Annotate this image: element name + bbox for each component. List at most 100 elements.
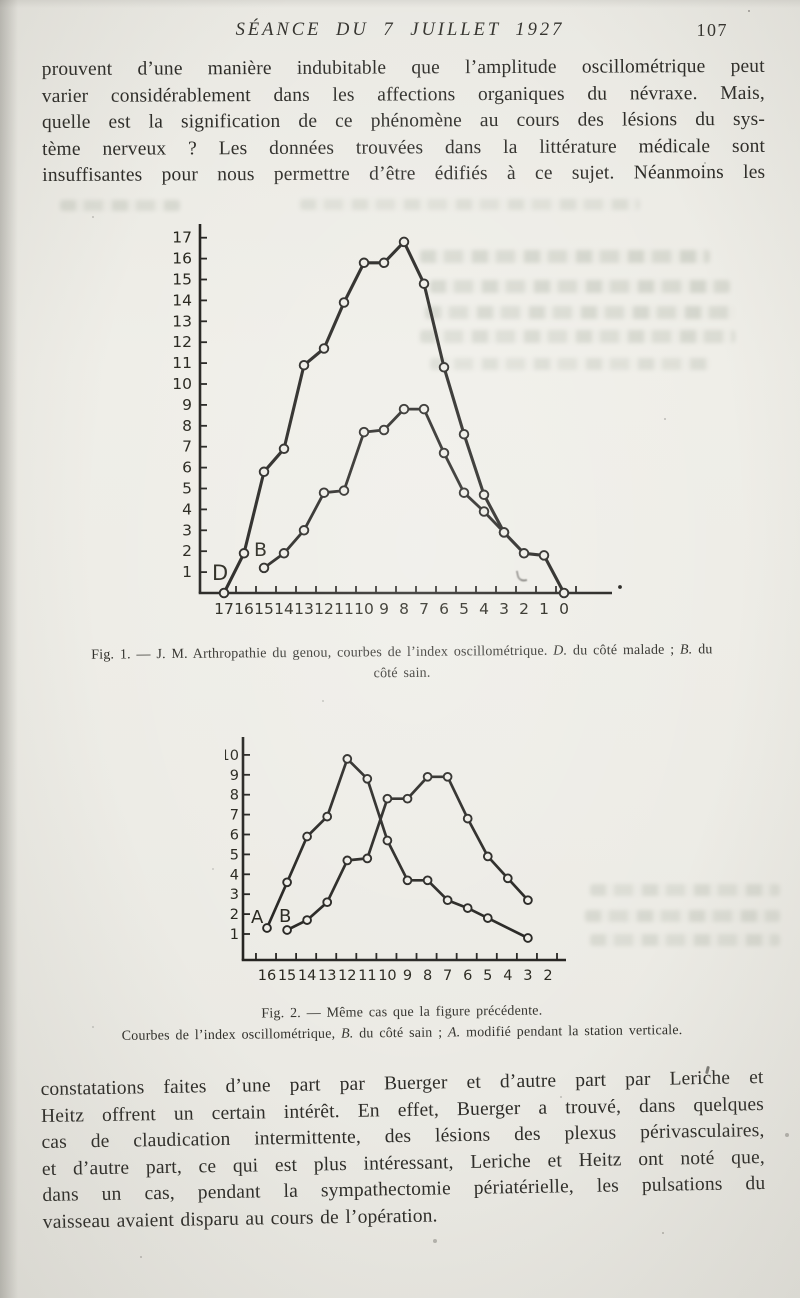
svg-text:B: B (254, 539, 267, 561)
svg-text:10: 10 (354, 600, 374, 618)
fig2-caption: Fig. 2. — Même cas que la figure précéde… (40, 1000, 764, 1046)
svg-text:8: 8 (399, 600, 409, 618)
svg-text:16: 16 (258, 968, 276, 984)
svg-text:2: 2 (519, 600, 529, 618)
fig2-caption-mid: du côté sain ; (353, 1025, 449, 1042)
svg-text:12: 12 (338, 968, 356, 984)
svg-text:7: 7 (419, 600, 429, 618)
svg-text:5: 5 (483, 968, 492, 984)
fig1-caption-tail: du (692, 642, 713, 658)
svg-text:16: 16 (172, 250, 192, 268)
svg-text:6: 6 (439, 600, 449, 618)
svg-text:16: 16 (234, 600, 254, 618)
fig2-caption-lead: Courbes de l’index oscillométrique, (121, 1026, 342, 1044)
bleed-through-artifact (430, 280, 730, 293)
text-line: insuffisantes pour nous permettre d’être… (42, 162, 766, 187)
svg-text:12: 12 (314, 600, 334, 618)
svg-text:8: 8 (423, 968, 432, 984)
svg-text:A: A (251, 907, 264, 928)
svg-text:4: 4 (479, 600, 489, 618)
page-top-shadow (0, 0, 800, 8)
text-line: quelle est la signification de ce phénom… (41, 109, 766, 134)
svg-text:9: 9 (379, 600, 389, 618)
svg-text:D: D (212, 561, 228, 585)
svg-text:13: 13 (294, 600, 314, 618)
svg-text:3: 3 (182, 521, 192, 539)
svg-text:12: 12 (172, 333, 192, 351)
page-header-title: SÉANCE DU 7 JUILLET 1927 (235, 20, 565, 40)
svg-text:8: 8 (230, 788, 239, 804)
svg-text:1: 1 (539, 600, 549, 618)
fig1-caption-mid: du côté malade ; (567, 642, 681, 659)
svg-text:1: 1 (230, 927, 239, 943)
svg-text:13: 13 (318, 968, 336, 984)
svg-text:2: 2 (230, 907, 239, 923)
fig1-caption: Fig. 1. — J. M. Arthropathie du genou, c… (40, 641, 764, 685)
svg-text:4: 4 (182, 500, 192, 518)
page-number: 107 (696, 20, 728, 40)
bleed-through-artifact (60, 200, 180, 211)
bleed-through-artifact (590, 934, 780, 946)
svg-text:7: 7 (443, 968, 452, 984)
fig1-caption-series-d: D. (553, 643, 568, 659)
svg-text:7: 7 (230, 808, 239, 824)
svg-text:14: 14 (172, 291, 192, 309)
fig2-caption-series-a: A. (447, 1025, 461, 1041)
paragraph-top: prouvent d’une manière indubitable que l… (42, 54, 766, 190)
svg-text:6: 6 (182, 459, 192, 477)
svg-text:11: 11 (172, 354, 192, 372)
fig2-caption-line2: Courbes de l’index oscillométrique, B. d… (40, 1021, 764, 1046)
text-line: prouvent d’une manière indubitable que l… (41, 55, 765, 81)
fig2-caption-tail: modifié pendant la station verticale. (460, 1023, 683, 1041)
fig2-caption-line1: Fig. 2. — Même cas que la figure précéde… (261, 1003, 543, 1022)
svg-text:2: 2 (182, 542, 192, 560)
paragraph-bottom: constatations faites d’une part par Buer… (40, 1065, 766, 1237)
svg-text:10: 10 (225, 748, 239, 764)
fig1-caption-line1: Fig. 1. — J. M. Arthropathie du genou, c… (40, 641, 764, 664)
fig1-caption-body: J. M. Arthropathie du genou, courbes de … (156, 643, 554, 663)
svg-text:10: 10 (172, 375, 192, 393)
bleed-through-artifact (300, 199, 640, 210)
text-line: varier considérablement dans les affecti… (41, 82, 765, 107)
svg-text:10: 10 (378, 968, 396, 984)
svg-text:14: 14 (274, 600, 294, 618)
svg-text:15: 15 (254, 600, 274, 618)
svg-text:3: 3 (523, 968, 532, 984)
svg-text:3: 3 (230, 887, 239, 903)
svg-text:6: 6 (230, 828, 239, 844)
svg-text:5: 5 (230, 847, 239, 863)
bleed-through-artifact (585, 910, 780, 922)
svg-text:5: 5 (459, 600, 469, 618)
bleed-through-artifact (420, 330, 735, 343)
svg-text:15: 15 (172, 271, 192, 289)
svg-text:17: 17 (172, 229, 192, 247)
bleed-through-artifact (430, 358, 710, 370)
fig1-caption-line2: côté sain. (373, 665, 431, 682)
svg-text:17: 17 (214, 600, 234, 618)
svg-text:9: 9 (230, 768, 239, 784)
svg-text:B: B (279, 906, 291, 927)
svg-text:8: 8 (182, 417, 192, 435)
page-edge-shadow (0, 0, 18, 1298)
svg-text:7: 7 (182, 438, 192, 456)
svg-text:14: 14 (298, 968, 316, 984)
svg-text:3: 3 (499, 600, 509, 618)
svg-text:1: 1 (182, 563, 192, 581)
svg-text:4: 4 (503, 968, 512, 984)
svg-text:15: 15 (278, 968, 296, 984)
fig2-caption-series-b: B. (340, 1026, 354, 1042)
svg-text:0: 0 (559, 600, 569, 618)
svg-text:6: 6 (463, 968, 472, 984)
bleed-through-artifact (420, 250, 710, 263)
text-line: tème nerveux ? Les données trouvées dans… (42, 135, 766, 160)
svg-text:9: 9 (182, 396, 192, 414)
bleed-through-artifact (425, 306, 735, 319)
svg-text:5: 5 (182, 480, 192, 498)
fig1-caption-prefix: Fig. 1. — (91, 647, 157, 663)
svg-text:2: 2 (543, 968, 552, 984)
svg-text:11: 11 (334, 600, 354, 618)
fig1-caption-series-b: B. (679, 642, 693, 658)
